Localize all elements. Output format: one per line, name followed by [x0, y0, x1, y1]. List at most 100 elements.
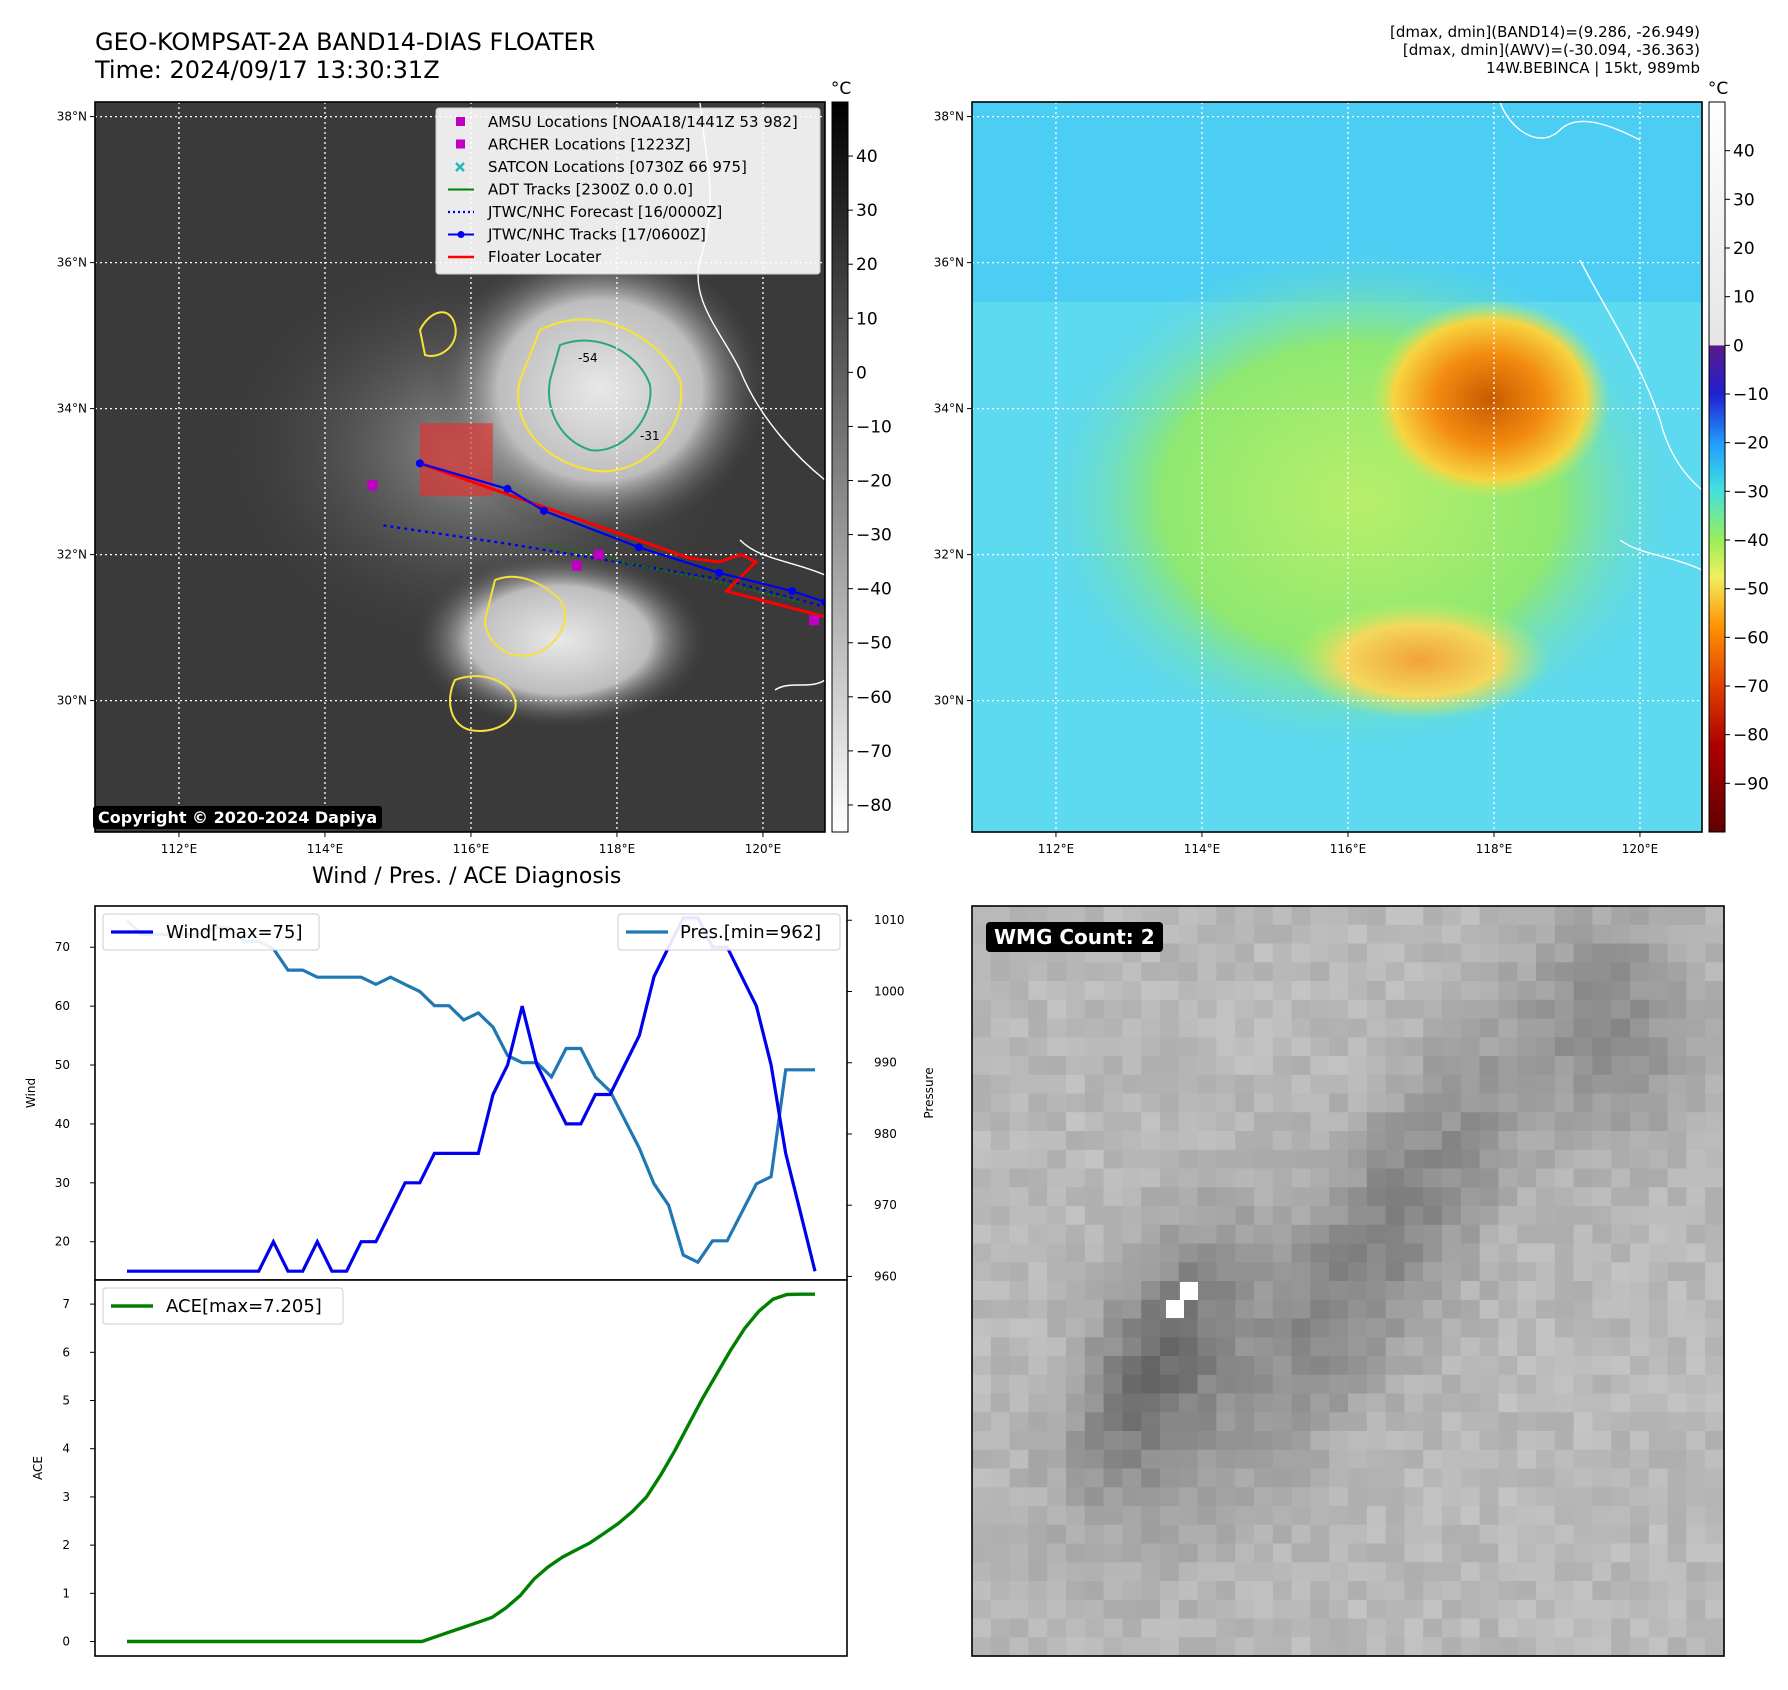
wmg-pixel	[1329, 1487, 1349, 1507]
wmg-pixel	[1648, 1562, 1669, 1582]
wmg-pixel	[1272, 1449, 1293, 1470]
wmg-pixel	[1517, 1637, 1537, 1657]
wmg-pixel	[1460, 1262, 1481, 1282]
wmg-pixel	[1554, 1449, 1575, 1470]
wmg-pixel	[1460, 1056, 1481, 1076]
wmg-pixel	[1329, 1524, 1349, 1545]
wmg-pixel	[1160, 1074, 1180, 1095]
pressure-tick-label: 1000	[874, 984, 905, 998]
wmg-pixel	[1705, 1206, 1725, 1226]
wmg-pixel	[972, 1543, 992, 1563]
wmg-pixel	[1235, 1524, 1255, 1545]
wmg-pixel	[1160, 1374, 1180, 1395]
wmg-pixel	[1160, 1168, 1180, 1188]
wmg-pixel	[1197, 1506, 1217, 1526]
wmg-pixel	[1630, 1637, 1650, 1657]
wmg-pixel	[1084, 1262, 1105, 1282]
wmg-pixel	[1291, 1393, 1311, 1413]
wmg-pixel	[1235, 1262, 1255, 1282]
wmg-pixel	[1235, 962, 1255, 982]
wmg-pixel	[990, 1431, 1011, 1451]
wmg-pixel	[1667, 999, 1687, 1020]
wmg-pixel	[1554, 943, 1575, 963]
wmg-pixel	[1103, 1149, 1123, 1170]
wmg-pixel	[1235, 1487, 1255, 1507]
wmg-pixel	[1160, 1318, 1180, 1338]
wmg-pixel	[1160, 1262, 1180, 1282]
wmg-pixel	[1028, 962, 1048, 982]
wmg-pixel	[1686, 924, 1706, 945]
wmg-pixel	[1310, 999, 1330, 1020]
wmg-pixel	[1235, 999, 1255, 1020]
wmg-pixel	[990, 1356, 1011, 1376]
wmg-pixel	[1197, 1187, 1217, 1207]
wmg-pixel	[1705, 1431, 1725, 1451]
wmg-pixel	[1404, 1637, 1424, 1657]
wmg-pixel	[1648, 1431, 1669, 1451]
wmg-pixel	[1216, 1599, 1236, 1620]
wmg-pixel	[1517, 962, 1537, 982]
wmg-pixel	[1028, 1543, 1048, 1563]
wmg-pixel	[972, 906, 992, 926]
wmg-pixel	[1460, 962, 1481, 982]
wmg-pixel	[1517, 1618, 1537, 1638]
wmg-pixel	[1573, 1243, 1593, 1263]
wmg-pixel	[1235, 1618, 1255, 1638]
wmg-pixel	[1404, 1487, 1424, 1507]
wmg-pixel	[1122, 1112, 1142, 1132]
wmg-pixel	[1667, 1168, 1687, 1188]
wmg-pixel	[1160, 1618, 1180, 1638]
wmg-pixel	[1348, 1506, 1368, 1526]
wmg-pixel	[1573, 1468, 1593, 1488]
wmg-pixel	[1611, 1224, 1631, 1245]
wmg-pixel	[1705, 1524, 1725, 1545]
wmg-pixel	[1084, 1168, 1105, 1188]
wmg-pixel	[1009, 1431, 1029, 1451]
wmg-pixel	[1498, 1412, 1518, 1432]
wmg-pixel	[1329, 1262, 1349, 1282]
wmg-pixel	[1404, 1018, 1424, 1038]
wmg-pixel	[972, 1206, 992, 1226]
wmg-pixel	[1366, 962, 1387, 982]
wmg-pixel	[1404, 1093, 1424, 1113]
wmg-pixel	[1178, 1337, 1199, 1357]
wmg-pixel	[1705, 1224, 1725, 1245]
wmg-pixel	[1197, 906, 1217, 926]
wmg-pixel	[1329, 1299, 1349, 1320]
wmg-pixel	[1366, 1487, 1387, 1507]
wmg-pixel	[1254, 962, 1274, 982]
wmg-pixel	[1536, 924, 1556, 945]
wmg-pixel	[1611, 1618, 1631, 1638]
wmg-pixel	[1517, 1543, 1537, 1563]
wmg-pixel	[1630, 1074, 1650, 1095]
ir-coastline-estuary	[739, 539, 825, 576]
wmg-pixel	[1160, 999, 1180, 1020]
wmg-pixel	[1122, 1412, 1142, 1432]
wmg-pixel	[1573, 1018, 1593, 1038]
wmg-pixel	[1122, 1168, 1142, 1188]
wmg-pixel	[1178, 924, 1199, 945]
wmg-pixel	[1404, 906, 1424, 926]
pressure-tick-label: 1010	[874, 913, 905, 927]
wmg-pixel	[1498, 1543, 1518, 1563]
wmg-pixel	[990, 962, 1011, 982]
wmg-pixel	[1686, 1299, 1706, 1320]
wmg-pixel	[1648, 1206, 1669, 1226]
wmg-pixel	[1442, 1506, 1462, 1526]
wmg-pixel	[1028, 1074, 1048, 1095]
chart-title: GEO-KOMPSAT-2A BAND14-DIAS FLOATER Time:…	[95, 28, 595, 84]
wmg-pixel	[1310, 1281, 1330, 1301]
wmg-pixel	[1705, 1599, 1725, 1620]
archer-point	[809, 615, 820, 626]
wmg-pixel	[1423, 1449, 1443, 1470]
wmg-pixel	[1686, 1562, 1706, 1582]
wmg-pixel	[1592, 962, 1612, 982]
wmg-pixel	[1592, 981, 1612, 1001]
wmg-pixel	[1536, 1131, 1556, 1151]
wmg-pixel	[1291, 1637, 1311, 1657]
wmg-pixel	[1047, 1299, 1067, 1320]
wmg-pixel	[1178, 962, 1199, 982]
wmg-pixel	[990, 1412, 1011, 1432]
wmg-pixel	[1536, 1337, 1556, 1357]
wmg-pixel	[1178, 1112, 1199, 1132]
